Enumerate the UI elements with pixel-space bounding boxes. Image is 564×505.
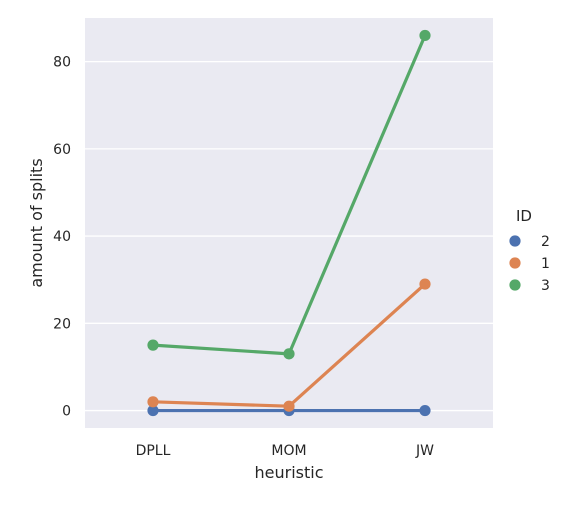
series-1: [147, 278, 431, 412]
y-axis-label: amount of splits: [27, 158, 46, 287]
y-tick-label: 80: [53, 55, 71, 71]
y-tick-labels: 0 20 40 60 80: [53, 55, 71, 420]
legend: ID 2 1 3: [509, 207, 550, 294]
data-point: [419, 278, 431, 290]
y-tick-label: 60: [53, 142, 71, 158]
legend-marker: [509, 235, 521, 247]
data-point: [147, 339, 159, 351]
x-tick-label: DPLL: [136, 443, 171, 459]
legend-title: ID: [516, 207, 532, 225]
y-tick-label: 0: [62, 404, 71, 420]
x-axis-label: heuristic: [255, 463, 324, 482]
x-tick-label: MOM: [271, 443, 306, 459]
data-point: [419, 29, 431, 42]
plot-background: [85, 18, 493, 428]
series-layer: [147, 29, 431, 417]
legend-marker: [509, 279, 521, 291]
legend-label: 3: [541, 278, 550, 294]
legend-marker: [509, 257, 521, 269]
data-point: [419, 404, 431, 417]
data-point: [283, 400, 295, 412]
y-tick-label: 40: [53, 229, 71, 245]
legend-label: 2: [541, 234, 550, 250]
data-point: [283, 348, 295, 360]
x-tick-label: JW: [415, 443, 434, 459]
data-point: [147, 396, 159, 408]
x-tick-labels: DPLL MOM JW: [136, 443, 435, 459]
y-tick-label: 20: [53, 316, 71, 332]
legend-label: 1: [541, 256, 550, 272]
data-point: [147, 404, 159, 417]
series-3: [147, 29, 431, 360]
